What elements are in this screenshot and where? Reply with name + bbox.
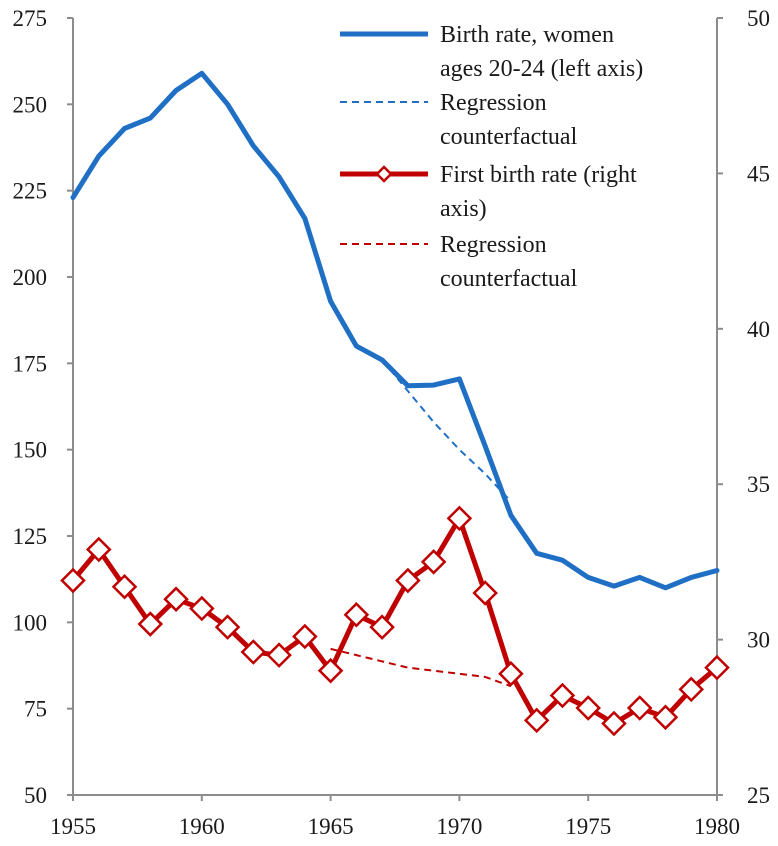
series-line-2 xyxy=(70,515,720,726)
left-tick-label: 250 xyxy=(13,92,48,117)
legend-marker-2 xyxy=(375,165,393,183)
left-tick-label: 50 xyxy=(24,783,47,808)
data-point-marker xyxy=(704,654,730,681)
data-point-marker xyxy=(601,710,627,737)
data-point-marker xyxy=(60,567,86,594)
data-point-marker xyxy=(163,586,189,612)
data-point-marker xyxy=(214,614,241,640)
legend-label: counterfactual xyxy=(440,266,578,292)
data-point-marker xyxy=(369,614,395,640)
data-point-marker xyxy=(652,704,679,731)
data-point-marker xyxy=(343,601,370,628)
data-point-marker xyxy=(85,536,112,563)
series-layer xyxy=(60,70,730,737)
data-point-marker xyxy=(626,695,653,721)
data-point-marker xyxy=(575,695,601,721)
right-tick-label: 50 xyxy=(747,6,770,31)
data-point-marker xyxy=(137,611,164,637)
left-tick-label: 75 xyxy=(24,697,47,722)
data-point-marker xyxy=(395,567,421,594)
x-tick-label: 1980 xyxy=(694,814,740,839)
left-tick-label: 100 xyxy=(13,610,48,635)
data-point-marker xyxy=(317,657,344,684)
left-tick-label: 150 xyxy=(13,438,48,463)
left-tick-label: 275 xyxy=(13,6,48,31)
series-line-1 xyxy=(381,359,512,503)
x-tick-label: 1965 xyxy=(308,814,354,839)
data-point-marker xyxy=(446,505,473,532)
x-tick-label: 1975 xyxy=(565,814,611,839)
data-point-marker xyxy=(420,549,447,575)
legend-label: Regression xyxy=(440,232,547,258)
right-tick-label: 35 xyxy=(747,472,770,497)
data-point-marker xyxy=(189,595,215,622)
left-tick-label: 200 xyxy=(13,265,48,290)
axes: 50 75 100 125 150 175 200 225 250 275 25 30 35 40 45 50… xyxy=(13,6,771,839)
data-point-marker xyxy=(498,661,524,687)
data-point-marker xyxy=(472,580,498,606)
data-point-marker xyxy=(266,642,292,668)
series-line-3 xyxy=(330,647,512,688)
data-point-marker xyxy=(549,682,576,709)
legend-label: Birth rate, women xyxy=(440,22,614,48)
data-point-marker xyxy=(523,707,550,734)
right-tick-label: 30 xyxy=(747,628,770,653)
legend-label: First birth rate (right xyxy=(440,162,637,188)
right-tick-label: 40 xyxy=(747,317,770,342)
legend-label: Regression xyxy=(440,90,547,116)
legend-label: axis) xyxy=(440,196,487,222)
x-tick-label: 1970 xyxy=(436,814,482,839)
data-point-marker xyxy=(111,573,138,600)
data-point-marker xyxy=(240,639,267,665)
legend-label: ages 20-24 (left axis) xyxy=(440,56,643,82)
right-tick-label: 45 xyxy=(747,161,770,186)
left-tick-label: 175 xyxy=(13,351,48,376)
series-line-0 xyxy=(70,70,720,591)
right-tick-label: 25 xyxy=(747,783,770,808)
left-tick-label: 125 xyxy=(13,524,48,549)
legend-label: counterfactual xyxy=(440,124,578,150)
legend: Birth rate, women ages 20-24 (left axis) R… xyxy=(340,22,643,292)
left-tick-label: 225 xyxy=(13,179,48,204)
x-tick-label: 1955 xyxy=(50,814,96,839)
x-tick-label: 1960 xyxy=(179,814,225,839)
data-point-marker xyxy=(678,676,705,703)
data-point-marker xyxy=(292,623,318,650)
